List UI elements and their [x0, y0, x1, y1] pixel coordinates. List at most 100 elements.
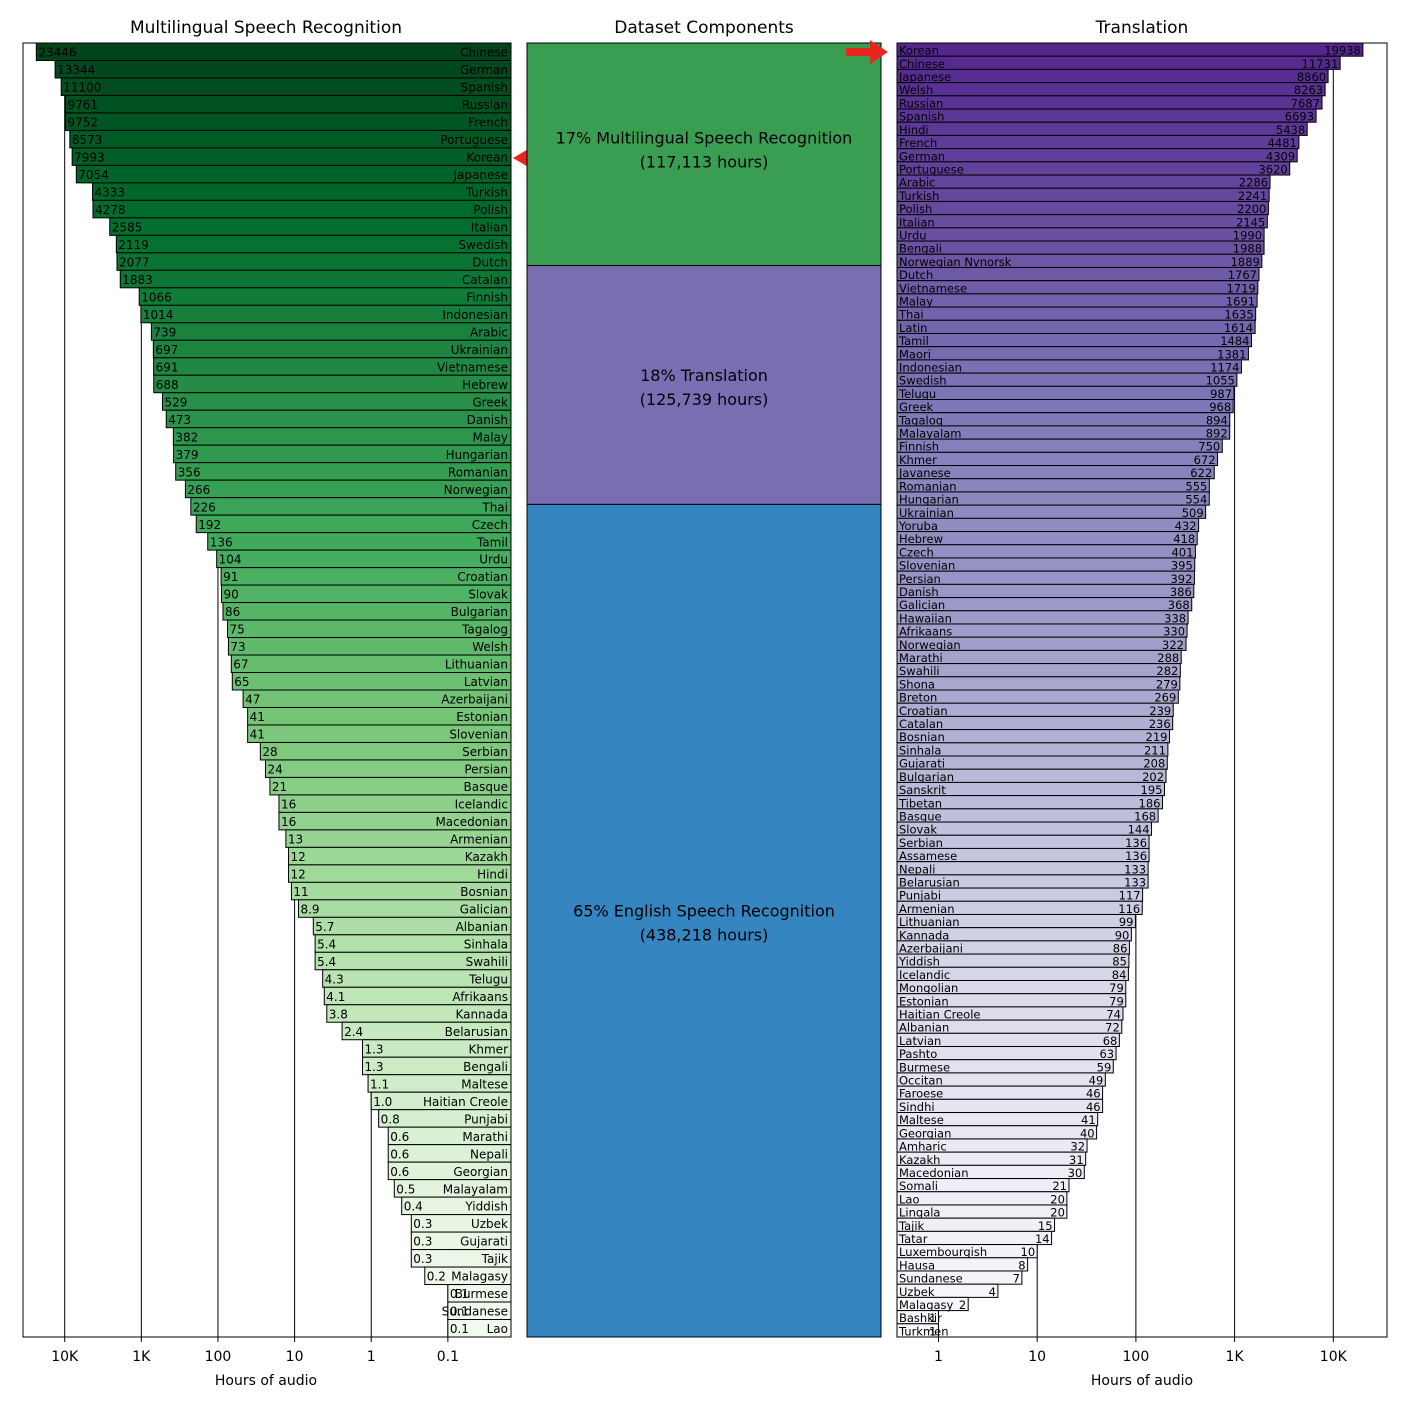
translation-bar-language: Sindhi — [899, 1100, 935, 1114]
asr-bar-group: 1014 Indonesian — [140, 304, 512, 324]
asr-bar-value: 2585 — [112, 221, 143, 235]
asr-bar-value: 11100 — [63, 81, 101, 95]
translation-bar-value: 1614 — [1224, 321, 1253, 335]
asr-bar-value: 41 — [250, 710, 265, 724]
translation-bar-group: Finnish 750 — [896, 438, 1223, 454]
asr-bar-group: 16 Macedonian — [278, 811, 512, 831]
translation-bar-language: Shona — [899, 677, 935, 691]
asr-bar-value: 473 — [168, 413, 191, 427]
components-segment-label: 17% Multilingual Speech Recognition — [556, 129, 853, 148]
asr-bar-language: Yiddish — [464, 1200, 508, 1214]
translation-bar-language: Ukrainian — [899, 506, 954, 520]
translation-bar-group: Albanian 72 — [896, 1019, 1123, 1035]
asr-bar-group: 104 Urdu — [216, 549, 512, 569]
translation-bar-group: Tamil 1484 — [896, 332, 1253, 348]
asr-bar-value: 5.4 — [317, 937, 336, 951]
translation-bar-value: 2241 — [1238, 189, 1267, 203]
translation-bar-value: 186 — [1139, 796, 1161, 810]
asr-bar-value: 0.1 — [450, 1287, 469, 1301]
asr-bar-group: 23446 Chinese — [35, 42, 512, 61]
translation-bar-value: 79 — [1109, 994, 1124, 1008]
asr-bar-group: 0.6 Marathi — [387, 1126, 512, 1146]
asr-bar-language: Estonian — [456, 710, 508, 724]
translation-bar-group: French 4481 — [896, 134, 1300, 150]
translation-bar — [896, 1191, 1068, 1206]
translation-bar-value: 86 — [1113, 941, 1128, 955]
asr-bar — [71, 147, 512, 166]
translation-bar-value: 509 — [1182, 506, 1204, 520]
translation-bar-group: Croatian 239 — [896, 702, 1174, 718]
translation-bar-group: Swahili 282 — [896, 663, 1181, 678]
asr-bar-group: 8.9 Galician — [297, 899, 512, 918]
asr-bar-language: Telugu — [468, 972, 508, 986]
asr-bar-language: Slovak — [468, 588, 508, 602]
translation-bar-group: Javanese 622 — [896, 465, 1215, 480]
asr-bar-value: 1.1 — [370, 1077, 389, 1091]
asr-bar-language: Turkish — [465, 186, 508, 200]
asr-bar-group: 90 Slovak — [220, 584, 512, 604]
translation-bar-language: Marathi — [899, 651, 943, 665]
translation-bar-value: 5438 — [1276, 123, 1305, 137]
translation-bar-value: 211 — [1144, 743, 1166, 757]
translation-bar-language: Maltese — [899, 1113, 944, 1127]
asr-bar-language: Belarusian — [445, 1025, 508, 1039]
asr-bar-language: Italian — [471, 221, 508, 235]
translation-bar-value: 894 — [1206, 413, 1228, 427]
translation-bar-value: 11731 — [1302, 57, 1339, 71]
asr-bar-group: 136 Tamil — [207, 532, 512, 551]
translation-bar-language: Albanian — [899, 1021, 949, 1035]
translation-bar-group: Amharic 32 — [896, 1138, 1088, 1154]
asr-bar-language: Polish — [473, 203, 508, 217]
asr-bar-value: 4.3 — [325, 972, 344, 986]
translation-bar-value: 46 — [1086, 1087, 1101, 1101]
asr-bar-group: 24 Persian — [264, 759, 512, 778]
translation-bar-value: 395 — [1171, 559, 1193, 573]
asr-bar-value: 0.3 — [413, 1252, 432, 1266]
asr-bar-group: 28 Serbian — [259, 741, 512, 761]
asr-bar-group: 0.1 Lao — [447, 1319, 512, 1338]
asr-bar-value: 0.3 — [413, 1217, 432, 1231]
translation-bar-language: Afrikaans — [899, 625, 952, 639]
translation-korean-arrow — [846, 40, 888, 64]
translation-bar-language: Hindi — [899, 123, 929, 137]
asr-bar-group: 473 Danish — [165, 409, 512, 429]
asr-bar-language: Tajik — [481, 1252, 508, 1266]
asr-bar-value: 47 — [245, 693, 260, 707]
asr-bar — [165, 409, 512, 429]
asr-bar-language: Malay — [473, 430, 509, 444]
translation-bar-group: Hindi 5438 — [896, 121, 1308, 137]
translation-bar-language: Maori — [899, 347, 931, 361]
translation-bar-group: Norwegian Nynorsk 1889 — [896, 253, 1263, 269]
translation-bar-group: Haitian Creole 74 — [896, 1006, 1124, 1022]
asr-bar-language: Icelandic — [455, 798, 508, 812]
translation-bar-language: Italian — [899, 215, 935, 229]
translation-bar — [896, 148, 1298, 163]
asr-bar — [172, 427, 512, 446]
translation-bar-language: Lithuanian — [899, 915, 960, 929]
translation-bar-value: 84 — [1112, 968, 1127, 982]
asr-bar-language: Galician — [460, 902, 508, 916]
components-segment: 65% English Speech Recognition (438,218 h… — [526, 503, 882, 1338]
asr-bar-language: Portuguese — [440, 133, 508, 147]
asr-title: Multilingual Speech Recognition — [130, 18, 402, 38]
translation-bar-group: Swedish 1055 — [896, 372, 1238, 388]
translation-bar-value: 1719 — [1227, 281, 1256, 295]
translation-bar-group: Sundanese 7 — [896, 1270, 1023, 1286]
translation-bar-language: Amharic — [899, 1140, 947, 1154]
translation-bar-value: 14 — [1035, 1232, 1050, 1246]
translation-bar-language: Uzbek — [899, 1285, 935, 1299]
translation-bar-language: Thai — [898, 308, 924, 322]
asr-tick-label: 10 — [286, 1349, 304, 1365]
asr-bar-group: 382 Malay — [172, 427, 512, 446]
asr-bar-value: 266 — [187, 483, 210, 497]
translation-bar-language: Georgian — [899, 1126, 951, 1140]
translation-bar-language: Dutch — [899, 268, 933, 282]
translation-bar-value: 968 — [1209, 400, 1231, 414]
translation-bar-language: Czech — [899, 545, 934, 559]
translation-bar — [896, 451, 1219, 467]
asr-bar-group: 47 Azerbaijani — [242, 689, 512, 708]
translation-bar — [896, 240, 1265, 255]
asr-bar-value: 1066 — [141, 290, 172, 304]
translation-bar-language: Greek — [899, 400, 934, 414]
